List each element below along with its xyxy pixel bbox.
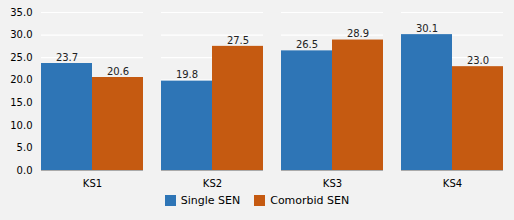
svg-text:KS2: KS2 <box>203 178 222 189</box>
svg-text:25.0: 25.0 <box>10 52 32 63</box>
svg-text:30.1: 30.1 <box>416 23 438 34</box>
svg-text:KS1: KS1 <box>83 178 102 189</box>
svg-text:27.5: 27.5 <box>227 35 249 46</box>
html-text:Comorbid SEN: Comorbid SEN <box>270 194 350 207</box>
svg-text:30.0: 30.0 <box>10 29 32 40</box>
svg-text:20.6: 20.6 <box>107 66 129 77</box>
svg-text:15.0: 15.0 <box>10 97 32 108</box>
svg-text:KS3: KS3 <box>323 178 342 189</box>
svg-text:20.0: 20.0 <box>10 74 32 85</box>
html-text:Single SEN: Single SEN <box>180 194 241 207</box>
svg-text:23.0: 23.0 <box>467 55 489 66</box>
svg-text:35.0: 35.0 <box>10 7 32 18</box>
svg-text:19.8: 19.8 <box>176 69 198 80</box>
svg-text:26.5: 26.5 <box>296 39 318 50</box>
svg-text:28.9: 28.9 <box>347 28 369 39</box>
svg-text:23.7: 23.7 <box>56 52 78 63</box>
svg-text:KS4: KS4 <box>443 178 462 189</box>
svg-text:10.0: 10.0 <box>10 120 32 131</box>
svg-text:5.0: 5.0 <box>17 142 33 153</box>
svg-text:0.0: 0.0 <box>17 165 33 176</box>
